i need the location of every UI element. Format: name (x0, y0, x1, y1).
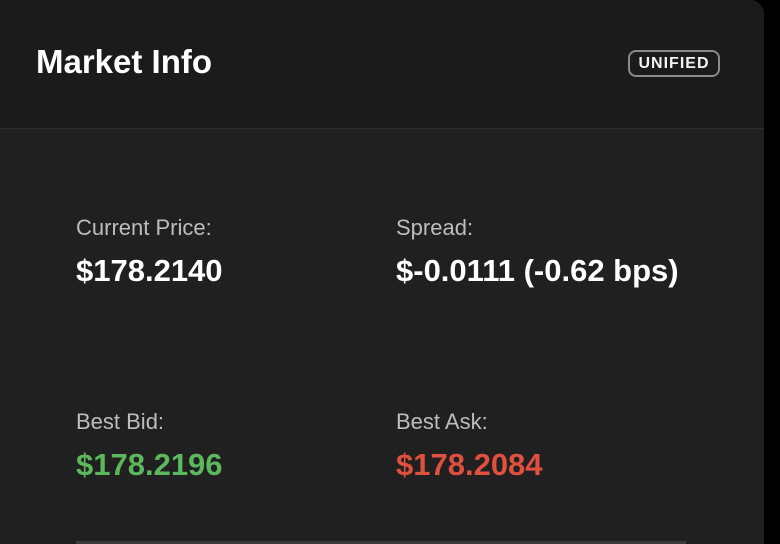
card-header: Market Info UNIFIED (0, 0, 764, 129)
best-ask-value: $178.2084 (396, 447, 543, 482)
best-ask-label: Best Ask: (396, 409, 488, 434)
best-bid-value: $178.2196 (76, 447, 223, 482)
spread-label: Spread: (396, 215, 474, 240)
spread-value: $-0.0111 (-0.62 bps) (396, 253, 679, 288)
current-price-label: Current Price: (76, 215, 212, 240)
page-title: Market Info (36, 43, 213, 80)
current-price-field: Current Price: $178.2140 (76, 214, 366, 298)
best-ask-field: Best Ask: $178.2084 (396, 408, 686, 492)
spread-field: Spread: $-0.0111 (-0.62 bps) (396, 214, 686, 298)
current-price-value: $178.2140 (76, 253, 223, 288)
divider (76, 541, 686, 544)
best-bid-label: Best Bid: (76, 409, 165, 434)
unified-badge: UNIFIED (628, 50, 720, 77)
best-bid-field: Best Bid: $178.2196 (76, 408, 366, 492)
market-info-card: Market Info UNIFIED Current Price: $178.… (0, 0, 764, 544)
